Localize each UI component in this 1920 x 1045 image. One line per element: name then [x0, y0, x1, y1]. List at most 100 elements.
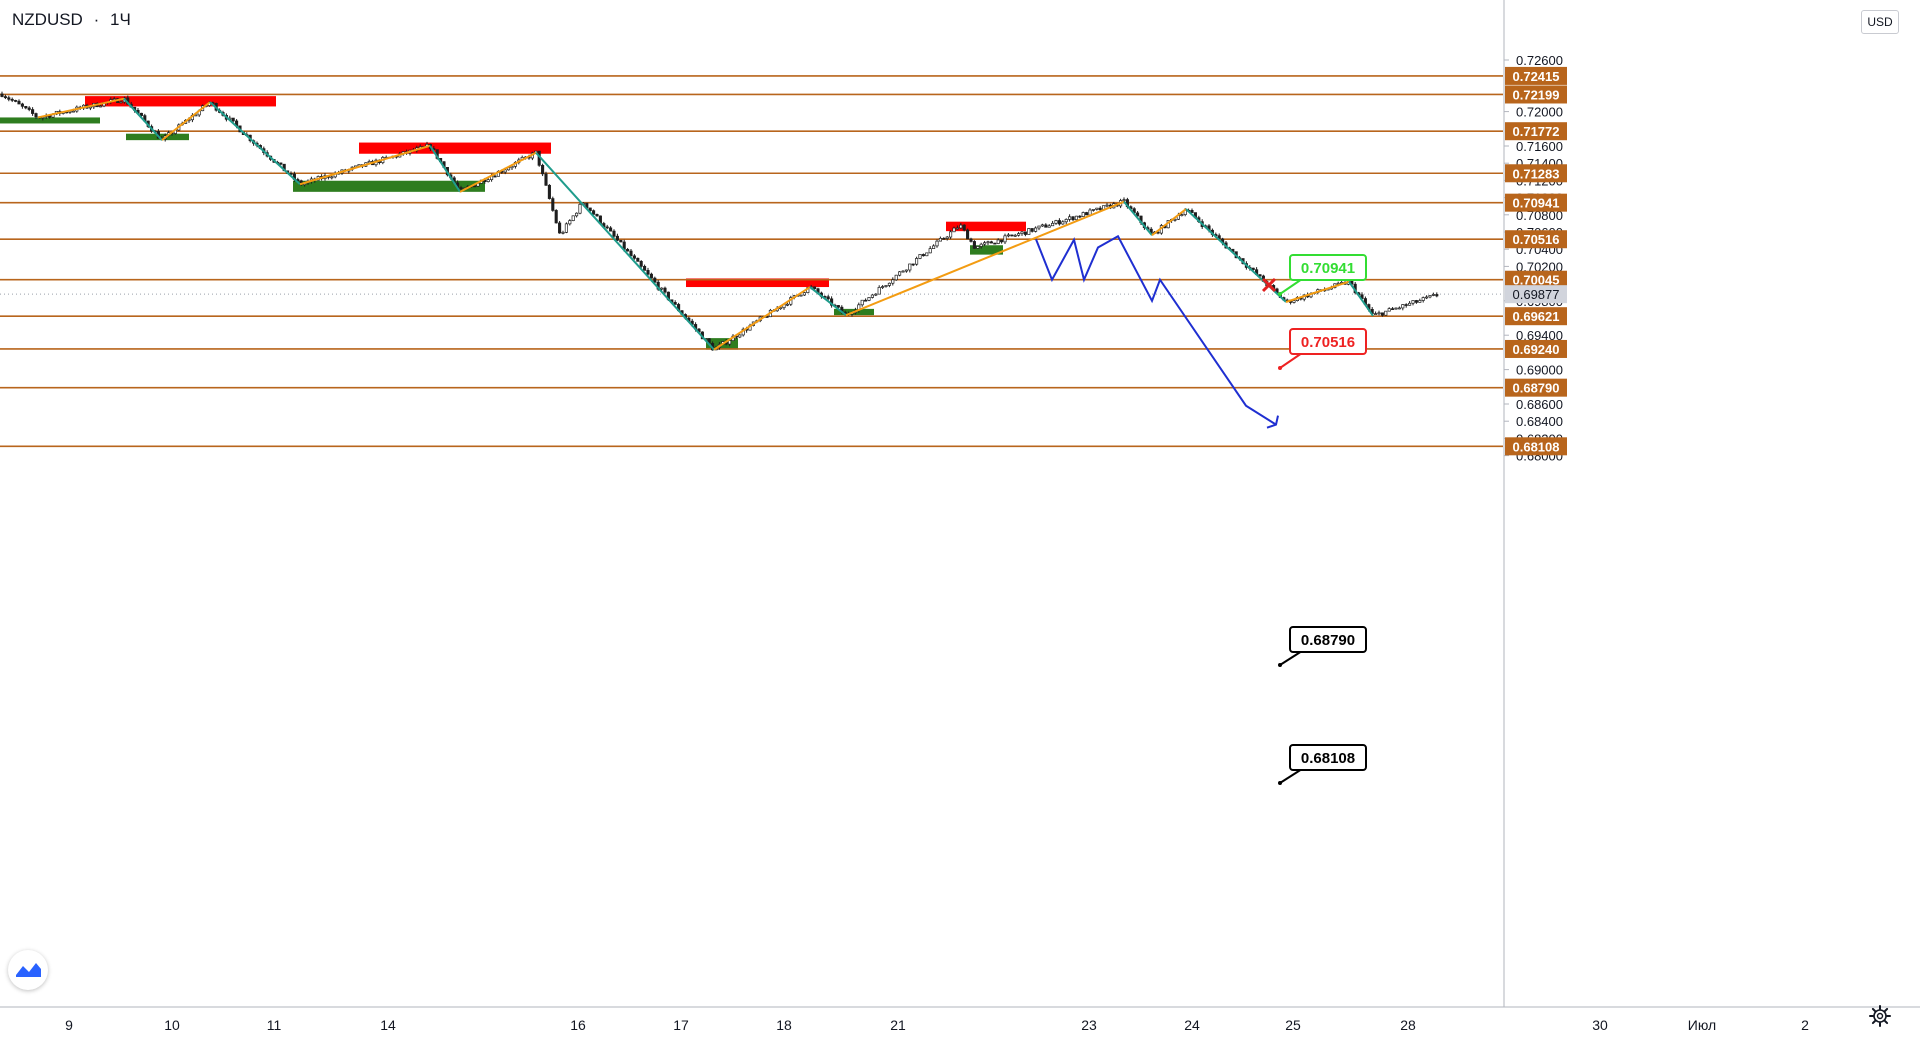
candle	[595, 213, 599, 217]
candle	[1435, 292, 1439, 298]
candle	[649, 272, 653, 279]
x-tick-label: 18	[776, 1017, 792, 1033]
candle	[898, 271, 902, 277]
candle	[561, 230, 565, 235]
candle	[571, 215, 575, 222]
level-label-0.72199: 0.72199	[1513, 87, 1560, 102]
candle	[925, 252, 929, 257]
candle	[799, 294, 803, 297]
candle	[1071, 216, 1075, 222]
zigzag-segment-1	[123, 98, 163, 141]
candle	[473, 185, 477, 188]
candle	[1013, 233, 1017, 237]
resistance-zone-0	[85, 96, 276, 107]
candle	[1374, 311, 1378, 315]
y-tick-label: 0.68600	[1516, 397, 1563, 412]
candle	[643, 264, 647, 271]
x-tick-label: 28	[1400, 1017, 1416, 1033]
candle	[738, 334, 742, 339]
candle	[629, 249, 633, 257]
candle	[962, 224, 966, 232]
candle	[864, 298, 868, 302]
level-label-bg-0.70045	[1505, 270, 1567, 289]
target-label-3: 0.68108	[1301, 750, 1355, 767]
candle	[1017, 231, 1021, 237]
level-label-bg-0.71772	[1505, 122, 1567, 141]
candle	[1391, 307, 1395, 310]
level-label-0.68790: 0.68790	[1513, 381, 1560, 396]
level-label-0.69621: 0.69621	[1513, 309, 1560, 324]
candle	[1394, 307, 1398, 310]
symbol-title[interactable]: NZDUSD · 1Ч	[12, 10, 137, 30]
support-zone-0	[0, 117, 100, 124]
candle	[1095, 207, 1099, 211]
candle	[564, 222, 568, 234]
candle	[1401, 304, 1405, 311]
x-tick-label: 30	[1592, 1017, 1608, 1033]
candle	[27, 106, 31, 112]
candle	[575, 212, 579, 218]
candle	[1054, 219, 1058, 225]
forecast-arrowhead	[1266, 415, 1279, 429]
zigzag-segment-7	[535, 152, 715, 351]
candle	[911, 263, 915, 267]
candle	[966, 228, 970, 240]
candle	[1173, 218, 1177, 222]
zigzag-segment-8	[713, 286, 811, 351]
candle	[1010, 234, 1014, 237]
candle	[935, 239, 939, 248]
candle	[813, 286, 817, 290]
candle	[1404, 303, 1408, 308]
tradingview-logo-icon[interactable]	[8, 950, 48, 990]
candle	[928, 246, 932, 254]
candle	[578, 202, 582, 215]
candle	[877, 285, 881, 295]
candle	[918, 254, 922, 260]
candle	[976, 246, 980, 249]
x-tick-label: 17	[673, 1017, 689, 1033]
target-label-1: 0.70516	[1301, 334, 1355, 351]
currency-badge[interactable]: USD	[1861, 10, 1899, 34]
candle	[1387, 307, 1391, 312]
target-box-3[interactable]	[1289, 744, 1367, 771]
candle	[0, 91, 4, 98]
candle	[959, 222, 963, 230]
candle	[632, 254, 636, 260]
y-tick-label: 0.71600	[1516, 139, 1563, 154]
candle	[1136, 211, 1140, 217]
settings-gear-icon[interactable]	[1868, 1004, 1892, 1028]
x-tick-label: 10	[164, 1017, 180, 1033]
candle	[1397, 306, 1401, 310]
candle	[1418, 298, 1422, 303]
candle	[1023, 231, 1027, 237]
candle	[904, 269, 908, 273]
candle	[884, 285, 888, 288]
candle	[609, 226, 613, 232]
level-label-0.68108: 0.68108	[1513, 439, 1560, 454]
target-box-0[interactable]	[1289, 254, 1367, 281]
target-box-1[interactable]	[1289, 328, 1367, 355]
target-pointer-3	[1279, 768, 1303, 784]
target-box-2[interactable]	[1289, 626, 1367, 653]
x-tick-label: 24	[1184, 1017, 1200, 1033]
candle	[1428, 295, 1432, 299]
candle	[867, 297, 871, 302]
title-separator: ·	[93, 10, 100, 29]
candle	[1006, 233, 1010, 238]
candle	[993, 242, 997, 245]
candle	[1384, 310, 1388, 316]
candle	[908, 263, 912, 273]
level-label-bg-0.70941	[1505, 193, 1567, 212]
candle	[544, 171, 548, 186]
resistance-zone-1	[359, 142, 551, 154]
x-tick-label: 2	[1801, 1017, 1809, 1033]
candle	[1421, 296, 1425, 303]
candle	[1027, 227, 1031, 235]
candle	[547, 184, 551, 200]
price-axis-bg	[1504, 0, 1920, 1007]
candle	[7, 95, 11, 102]
candle	[568, 219, 572, 226]
candle	[1034, 226, 1038, 233]
